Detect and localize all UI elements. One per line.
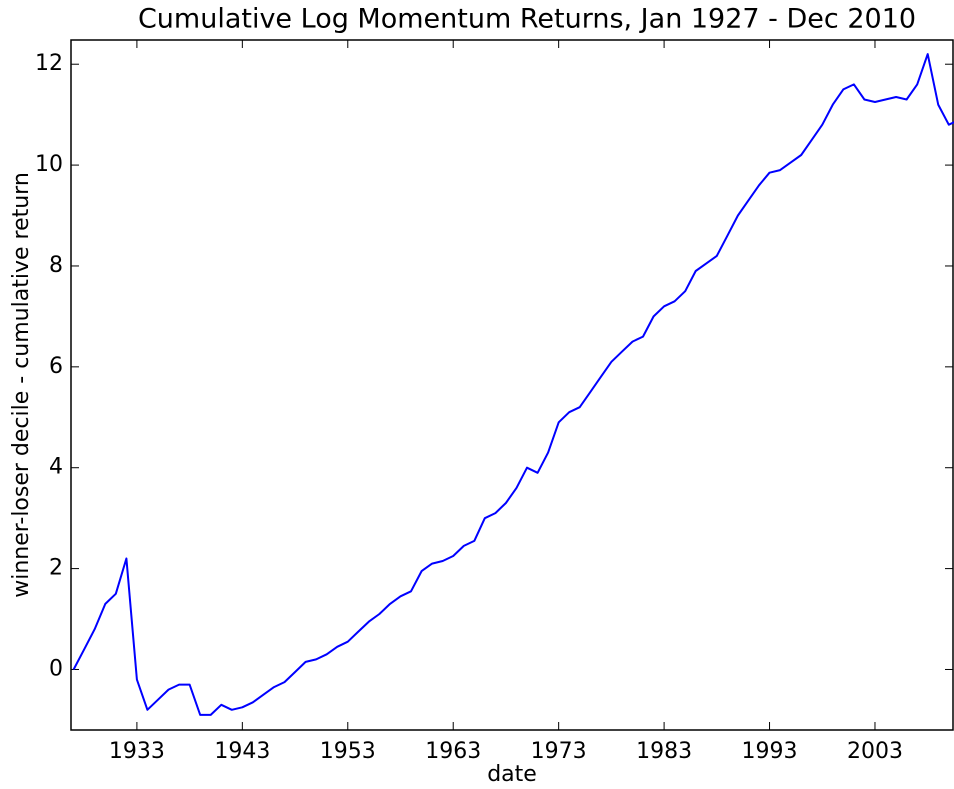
x-tick-label: 1963: [425, 739, 481, 764]
x-tick-label: 1993: [742, 739, 798, 764]
y-tick-label: 2: [49, 556, 63, 581]
x-tick-label: 1943: [214, 739, 270, 764]
x-tick-label: 1973: [531, 739, 587, 764]
y-tick-label: 4: [49, 455, 63, 480]
chart-title: Cumulative Log Momentum Returns, Jan 192…: [138, 4, 916, 35]
x-tick-label: 1983: [636, 739, 692, 764]
y-tick-label: 12: [35, 51, 63, 76]
y-tick-label: 10: [35, 152, 63, 177]
x-tick-label: 2003: [847, 739, 903, 764]
data-line: [72, 53, 954, 716]
plot-frame: [70, 39, 954, 731]
y-tick-label: 6: [49, 354, 63, 379]
y-axis-label: winner-loser decile - cumulative return: [9, 172, 34, 598]
y-tick-label: 0: [49, 656, 63, 681]
x-axis-label: date: [487, 762, 537, 787]
x-tick-label: 1953: [320, 739, 376, 764]
y-tick-label: 8: [49, 253, 63, 278]
x-tick-label: 1933: [109, 739, 165, 764]
